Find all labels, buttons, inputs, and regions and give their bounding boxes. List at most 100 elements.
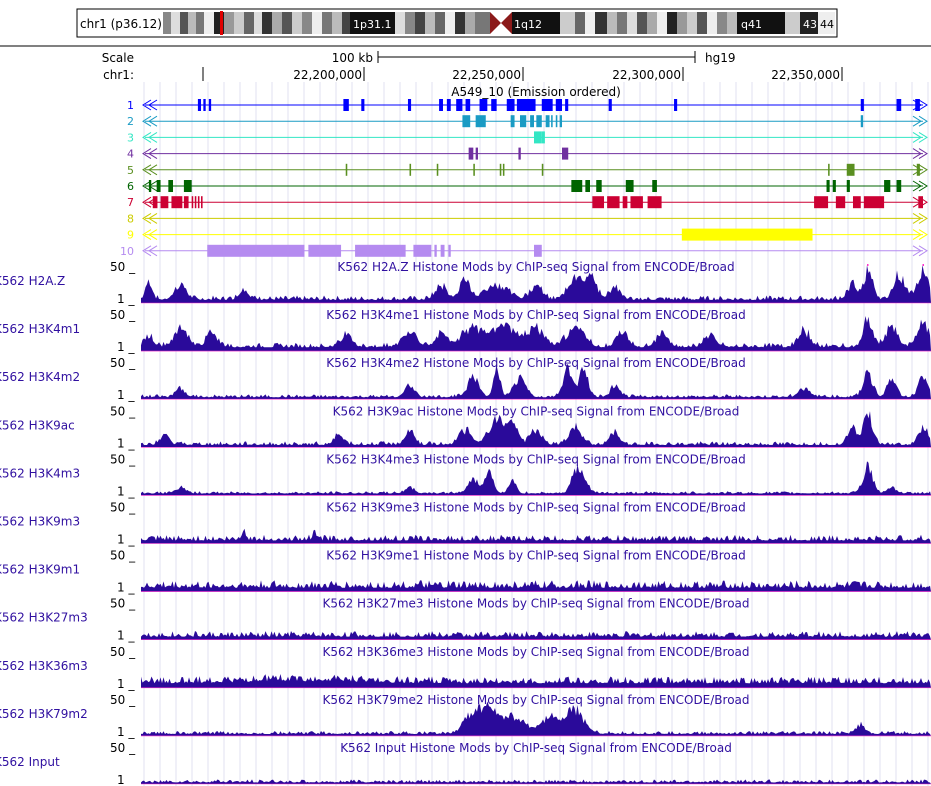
chromhmm-segment[interactable] [475,147,478,160]
chromhmm-state-row[interactable]: 7 [127,196,928,209]
signal-track[interactable]: K562 H3K4m1 50 _ 1 _ K562 H3K4me1 Histone M… [0,308,931,354]
signal-track[interactable]: K562 H3K9m3 50 _ 1 _ K562 H3K9me3 Histone M… [0,501,931,547]
chromhmm-segment[interactable] [473,163,475,176]
chromhmm-segment[interactable] [308,244,342,257]
chromosome-ideogram[interactable]: chr1 (p36.12) 1p31.1 1q12 q41 43 44 [76,8,838,38]
chromhmm-segment[interactable] [436,163,439,176]
chromhmm-segment[interactable] [652,180,657,192]
chromhmm-segment[interactable] [541,131,545,144]
chromhmm-segment[interactable] [407,99,412,111]
chromhmm-segment[interactable] [434,244,437,257]
chromhmm-segment[interactable] [502,163,505,176]
signal-track[interactable]: K562 H3K4m3 50 _ 1 _ K562 H3K4me3 Histone M… [0,452,931,498]
signal-track[interactable]: K562 H3K9m1 50 _ 1 _ K562 H3K9me1 Histone M… [0,549,931,595]
chromhmm-segment[interactable] [439,99,443,111]
chromhmm-segment[interactable] [413,244,432,257]
chromhmm-segment[interactable] [491,99,497,111]
chromhmm-segment[interactable] [191,196,194,209]
signal-track[interactable]: K562 H3K36m3 50 _ 1 _ K562 H3K36me3 Histone… [0,645,931,691]
signal-track[interactable]: K562 H3K9ac 50 _ 1 _ K562 H3K9ac Histone Mo… [0,404,931,450]
chromhmm-segment[interactable] [571,180,583,192]
chromhmm-segment[interactable] [183,196,189,209]
chromhmm-state-row[interactable]: 1 [127,99,928,112]
chromhmm-segment[interactable] [203,99,206,111]
scroll-left-arrow-icon[interactable] [142,148,158,160]
chromhmm-segment[interactable] [828,163,830,176]
signal-track[interactable]: K562 H3K79m2 50 _ 1 _ K562 H3K79me2 Histone… [0,693,931,739]
chromhmm-segment[interactable] [152,196,158,209]
signal-track[interactable]: K562 H3K4m2 50 _ 1 _ K562 H3K4me2 Histone M… [0,356,931,402]
chromhmm-segment[interactable] [585,180,591,192]
chromhmm-segment[interactable] [534,244,542,257]
track-short-label[interactable]: K562 H3K9m3 [0,515,80,529]
track-short-label[interactable]: K562 H3K4m3 [0,466,80,480]
track-short-label[interactable]: K562 H3K4m1 [0,322,80,336]
chromhmm-segment[interactable] [475,115,486,128]
chromhmm-segment[interactable] [846,163,855,176]
chromhmm-segment[interactable] [530,115,534,128]
chromhmm-segment[interactable] [625,180,634,192]
scroll-right-arrow-icon[interactable] [912,229,928,241]
scroll-right-arrow-icon[interactable] [912,164,928,176]
scroll-left-arrow-icon[interactable] [142,115,158,127]
chromhmm-segment[interactable] [343,99,349,111]
chromhmm-segment[interactable] [468,147,474,160]
track-short-label[interactable]: K562 Input [0,755,60,769]
scroll-left-arrow-icon[interactable] [142,212,158,224]
chromhmm-segment[interactable] [183,180,192,192]
scroll-right-arrow-icon[interactable] [912,245,928,257]
chromhmm-segment[interactable] [448,244,451,257]
chromhmm-segment[interactable] [622,196,628,209]
scroll-right-arrow-icon[interactable] [912,131,928,143]
chromhmm-segment[interactable] [555,115,558,128]
chromhmm-segment[interactable] [562,147,569,160]
chromhmm-segment[interactable] [918,196,923,209]
chromhmm-segment[interactable] [171,196,183,209]
chromhmm-segment[interactable] [168,180,174,192]
scroll-left-arrow-icon[interactable] [142,245,158,257]
chromhmm-state-row[interactable]: 5 [127,163,928,177]
scroll-right-arrow-icon[interactable] [912,148,928,160]
chromhmm-segment[interactable] [355,244,406,257]
chromhmm-segment[interactable] [518,147,521,160]
chromhmm-segment[interactable] [681,228,813,241]
chromhmm-segment[interactable] [516,99,536,111]
chromhmm-segment[interactable] [541,163,544,176]
chromhmm-state-row[interactable]: 2 [127,115,928,128]
chromhmm-segment[interactable] [551,115,553,128]
chromhmm-segment[interactable] [630,196,643,209]
track-short-label[interactable]: K562 H3K36m3 [0,659,88,673]
scroll-left-arrow-icon[interactable] [142,131,158,143]
scroll-left-arrow-icon[interactable] [142,99,158,111]
chromhmm-segment[interactable] [519,115,527,128]
chromhmm-segment[interactable] [462,115,471,128]
chromhmm-segment[interactable] [534,131,542,144]
chromhmm-state-row[interactable]: 10 [120,244,928,258]
chromhmm-segment[interactable] [915,99,920,111]
chromhmm-segment[interactable] [506,99,515,111]
chromhmm-segment[interactable] [607,196,620,209]
track-short-label[interactable]: K562 H3K27m3 [0,611,88,625]
chromhmm-segment[interactable] [148,180,152,192]
chromhmm-track[interactable]: A549_10 (Emission ordered) 1 2 3 4 5 6 7 8 9 10 [120,85,928,258]
chromhmm-segment[interactable] [860,115,864,128]
chromhmm-state-row[interactable]: 6 [127,180,928,193]
chromhmm-state-row[interactable]: 8 [127,212,928,225]
track-short-label[interactable]: K562 H3K4m2 [0,370,80,384]
chromhmm-segment[interactable] [884,180,891,192]
chromhmm-segment[interactable] [608,99,612,111]
base-position-ruler[interactable]: Scale 100 kb hg19 chr1: 22,200,000 22,25… [102,51,843,82]
track-short-label[interactable]: K562 H2A.Z [0,274,65,288]
chromhmm-segment[interactable] [156,180,161,192]
chromhmm-segment[interactable] [446,99,451,111]
chromhmm-segment[interactable] [440,244,445,257]
chromhmm-segment[interactable] [456,99,463,111]
chromhmm-segment[interactable] [835,196,846,209]
chromhmm-segment[interactable] [565,99,569,111]
chromhmm-segment[interactable] [545,115,550,128]
chromhmm-segment[interactable] [201,196,203,209]
chromhmm-segment[interactable] [647,196,662,209]
chromhmm-segment[interactable] [409,163,412,176]
chromhmm-state-row[interactable]: 9 [127,228,928,242]
